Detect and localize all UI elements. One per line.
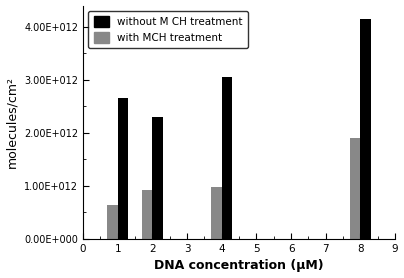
Legend: without M CH treatment, with MCH treatment: without M CH treatment, with MCH treatme…: [88, 11, 248, 48]
Y-axis label: molecules/cm²: molecules/cm²: [6, 76, 19, 168]
Bar: [107, 205, 118, 239]
Bar: [222, 77, 232, 239]
Bar: [152, 117, 163, 239]
Bar: [211, 187, 222, 239]
Bar: [118, 98, 128, 239]
Bar: [142, 190, 152, 239]
X-axis label: DNA concentration (μM): DNA concentration (μM): [154, 259, 324, 272]
Bar: [360, 19, 371, 239]
Bar: [350, 138, 360, 239]
